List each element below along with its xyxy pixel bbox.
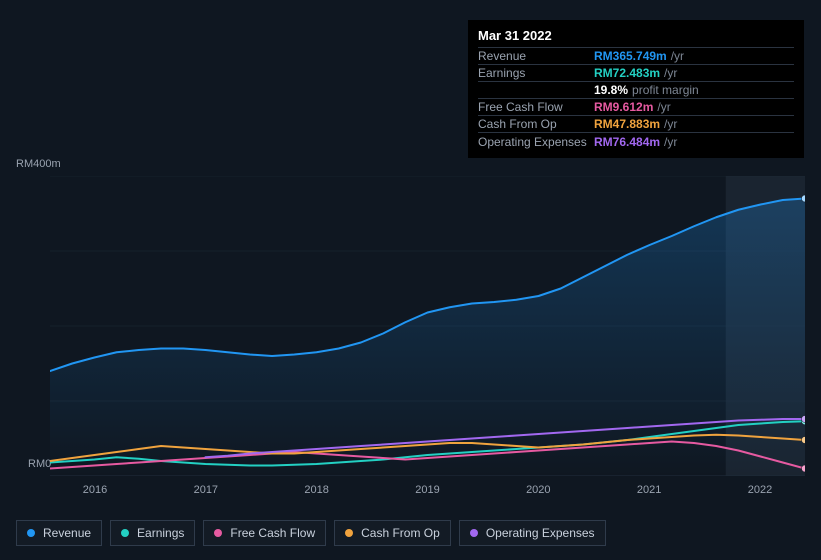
x-axis-tick-label: 2020 <box>513 484 563 496</box>
tooltip-row-value: RM9.612m <box>594 100 653 114</box>
x-axis-labels: 2016 2017 2018 2019 2020 2021 2022 <box>50 484 805 496</box>
legend-item[interactable]: Earnings <box>110 520 195 546</box>
legend-label: Revenue <box>43 526 91 540</box>
legend-dot-icon <box>470 529 478 537</box>
legend-dot-icon <box>121 529 129 537</box>
y-axis-label-top: RM400m <box>16 158 61 170</box>
tooltip-row-key: Earnings <box>478 66 594 80</box>
chart-area[interactable]: RM400m RM0 2016201720182019202020212022 <box>16 158 805 478</box>
tooltip-date: Mar 31 2022 <box>478 26 794 48</box>
tooltip-row-value: 19.8% <box>594 83 628 97</box>
legend-label: Free Cash Flow <box>230 526 315 540</box>
tooltip-row-key: Cash From Op <box>478 117 594 131</box>
legend-dot-icon <box>214 529 222 537</box>
tooltip-row-key: Operating Expenses <box>478 135 594 149</box>
tooltip-row-key: Revenue <box>478 49 594 63</box>
x-axis-tick-label: 2016 <box>70 484 120 496</box>
legend-item[interactable]: Cash From Op <box>334 520 451 546</box>
tooltip-row: RevenueRM365.749m/yr <box>478 48 794 65</box>
x-axis-tick-label: 2019 <box>402 484 452 496</box>
tooltip-row: Operating ExpensesRM76.484m/yr <box>478 133 794 150</box>
tooltip-row: EarningsRM72.483m/yr <box>478 65 794 82</box>
tooltip-row-unit: /yr <box>664 66 677 80</box>
tooltip-row-value: RM76.484m <box>594 135 660 149</box>
tooltip-row-unit: /yr <box>664 117 677 131</box>
tooltip-panel: Mar 31 2022 RevenueRM365.749m/yrEarnings… <box>468 20 804 158</box>
tooltip-row-value: RM47.883m <box>594 117 660 131</box>
tooltip-row: Cash From OpRM47.883m/yr <box>478 116 794 133</box>
legend-dot-icon <box>27 529 35 537</box>
legend-dot-icon <box>345 529 353 537</box>
x-axis-tick-label: 2017 <box>181 484 231 496</box>
tooltip-row: Free Cash FlowRM9.612m/yr <box>478 99 794 116</box>
legend-item[interactable]: Operating Expenses <box>459 520 606 546</box>
legend-label: Operating Expenses <box>486 526 595 540</box>
legend-item[interactable]: Free Cash Flow <box>203 520 326 546</box>
tooltip-row-value: RM365.749m <box>594 49 667 63</box>
legend-item[interactable]: Revenue <box>16 520 102 546</box>
legend-label: Cash From Op <box>361 526 440 540</box>
tooltip-row-unit: profit margin <box>632 83 699 97</box>
legend-label: Earnings <box>137 526 184 540</box>
x-axis-tick-label: 2021 <box>624 484 674 496</box>
tooltip-row-unit: /yr <box>664 135 677 149</box>
x-axis-tick-label: 2022 <box>735 484 785 496</box>
tooltip-row: 19.8% profit margin <box>478 82 794 99</box>
x-axis-tick-label: 2018 <box>292 484 342 496</box>
y-axis-label-bottom: RM0 <box>28 458 51 470</box>
chart-svg <box>50 176 805 476</box>
tooltip-row-unit: /yr <box>657 100 670 114</box>
tooltip-row-unit: /yr <box>671 49 684 63</box>
tooltip-row-key: Free Cash Flow <box>478 100 594 114</box>
legend: Revenue Earnings Free Cash Flow Cash From O… <box>16 520 606 546</box>
tooltip-row-value: RM72.483m <box>594 66 660 80</box>
